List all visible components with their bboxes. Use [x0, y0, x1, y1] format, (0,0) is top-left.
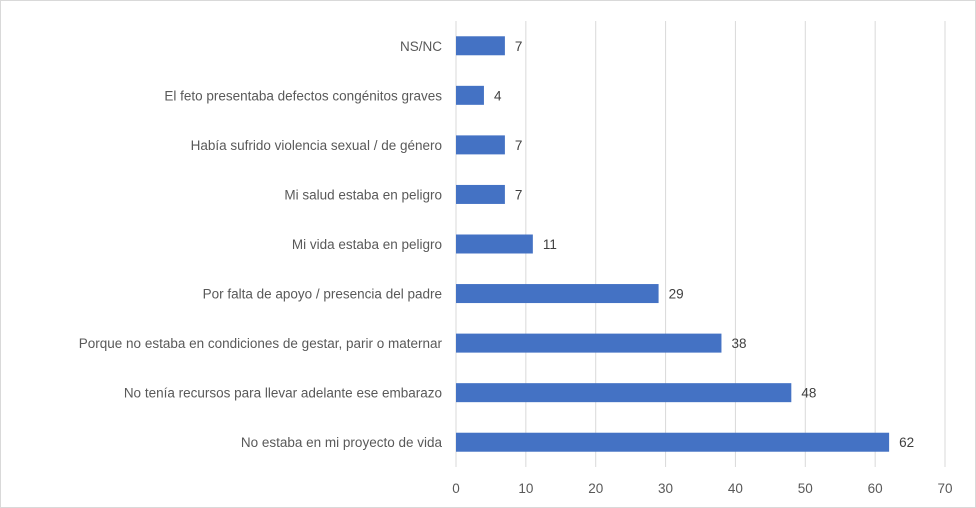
x-tick-label: 40	[728, 481, 743, 496]
data-label: 11	[543, 237, 557, 252]
bar	[456, 333, 722, 353]
category-label: No estaba en mi proyecto de vida	[241, 435, 443, 450]
bar	[456, 234, 533, 254]
data-label: 4	[494, 88, 502, 103]
category-label: Mi vida estaba en peligro	[292, 237, 442, 252]
x-tick-label: 20	[588, 481, 603, 496]
category-label: Por falta de apoyo / presencia del padre	[203, 287, 442, 302]
data-label: 38	[731, 336, 746, 351]
data-label: 48	[801, 386, 816, 401]
data-label: 7	[515, 138, 523, 153]
category-label: NS/NC	[400, 39, 442, 54]
x-tick-label: 50	[798, 481, 813, 496]
data-label: 62	[899, 435, 914, 450]
bar	[456, 36, 505, 56]
bar	[456, 85, 484, 105]
bar	[456, 284, 659, 304]
x-tick-label: 0	[452, 481, 460, 496]
bar	[456, 184, 505, 204]
bar	[456, 135, 505, 155]
bar	[456, 383, 792, 403]
category-label: Porque no estaba en condiciones de gesta…	[79, 336, 443, 351]
category-label: Mi salud estaba en peligro	[284, 187, 442, 202]
x-tick-label: 10	[518, 481, 533, 496]
x-tick-label: 60	[868, 481, 883, 496]
category-label: El feto presentaba defectos congénitos g…	[164, 88, 442, 103]
category-label: No tenía recursos para llevar adelante e…	[124, 386, 442, 401]
data-label: 7	[515, 187, 523, 202]
data-label: 29	[669, 287, 684, 302]
category-label: Había sufrido violencia sexual / de géne…	[191, 138, 442, 153]
x-tick-label: 30	[658, 481, 673, 496]
data-label: 7	[515, 39, 523, 54]
x-tick-label: 70	[937, 481, 952, 496]
bar	[456, 432, 890, 452]
